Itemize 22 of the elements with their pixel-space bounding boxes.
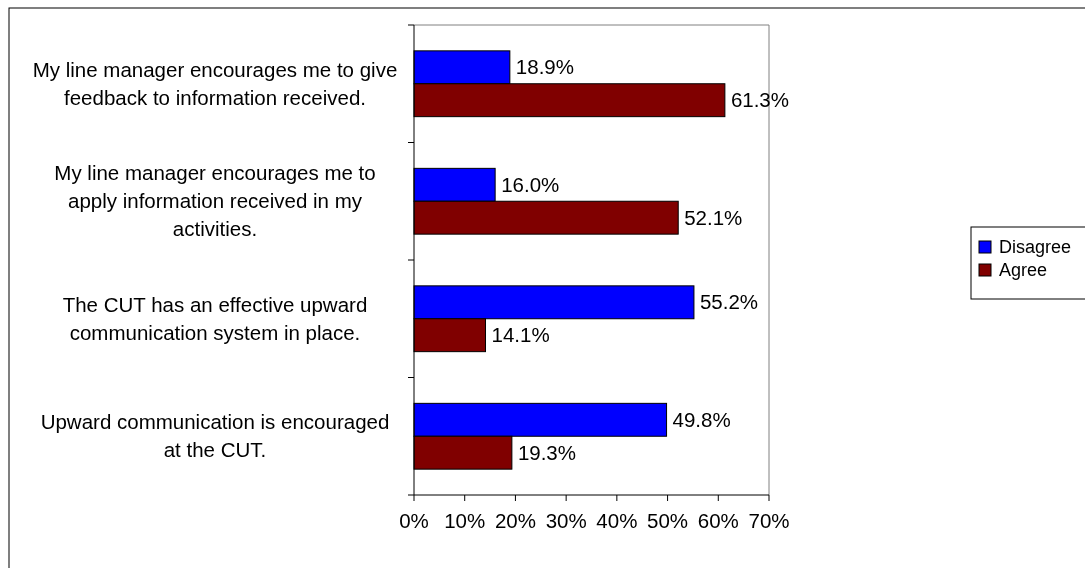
data-label: 14.1%	[491, 323, 550, 347]
y-tick-label: The CUT has an effective upward communication system in place.	[62, 292, 368, 344]
y-tick-label: My line manager encourages me to apply information received in my activities.	[54, 161, 376, 241]
x-tick-label: 40%	[596, 509, 638, 532]
y-tick-label: Upward communication is encouraged at the CUT.	[40, 410, 390, 462]
data-label: 52.1%	[684, 205, 743, 229]
data-label: 16.0%	[501, 172, 560, 196]
x-tick-label: 30%	[545, 509, 587, 532]
x-tick-label: 50%	[647, 509, 689, 532]
data-label: 18.9%	[515, 55, 574, 79]
y-tick-label: My line manager encourages me to give feedback to information received.	[32, 57, 398, 109]
data-label: 49.8%	[672, 407, 731, 431]
x-tick-label: 60%	[697, 509, 739, 532]
data-label: 55.2%	[699, 290, 759, 314]
x-tick-label: 10%	[444, 509, 486, 532]
x-tick-label: 20%	[494, 509, 536, 532]
legend-label: Agree	[999, 260, 1048, 281]
data-label: 19.3%	[517, 440, 577, 464]
legend-label: Disagree	[999, 237, 1072, 258]
data-label: 61.3%	[730, 88, 790, 112]
x-tick-label: 70%	[748, 509, 790, 532]
x-tick-label: 0%	[399, 509, 429, 532]
